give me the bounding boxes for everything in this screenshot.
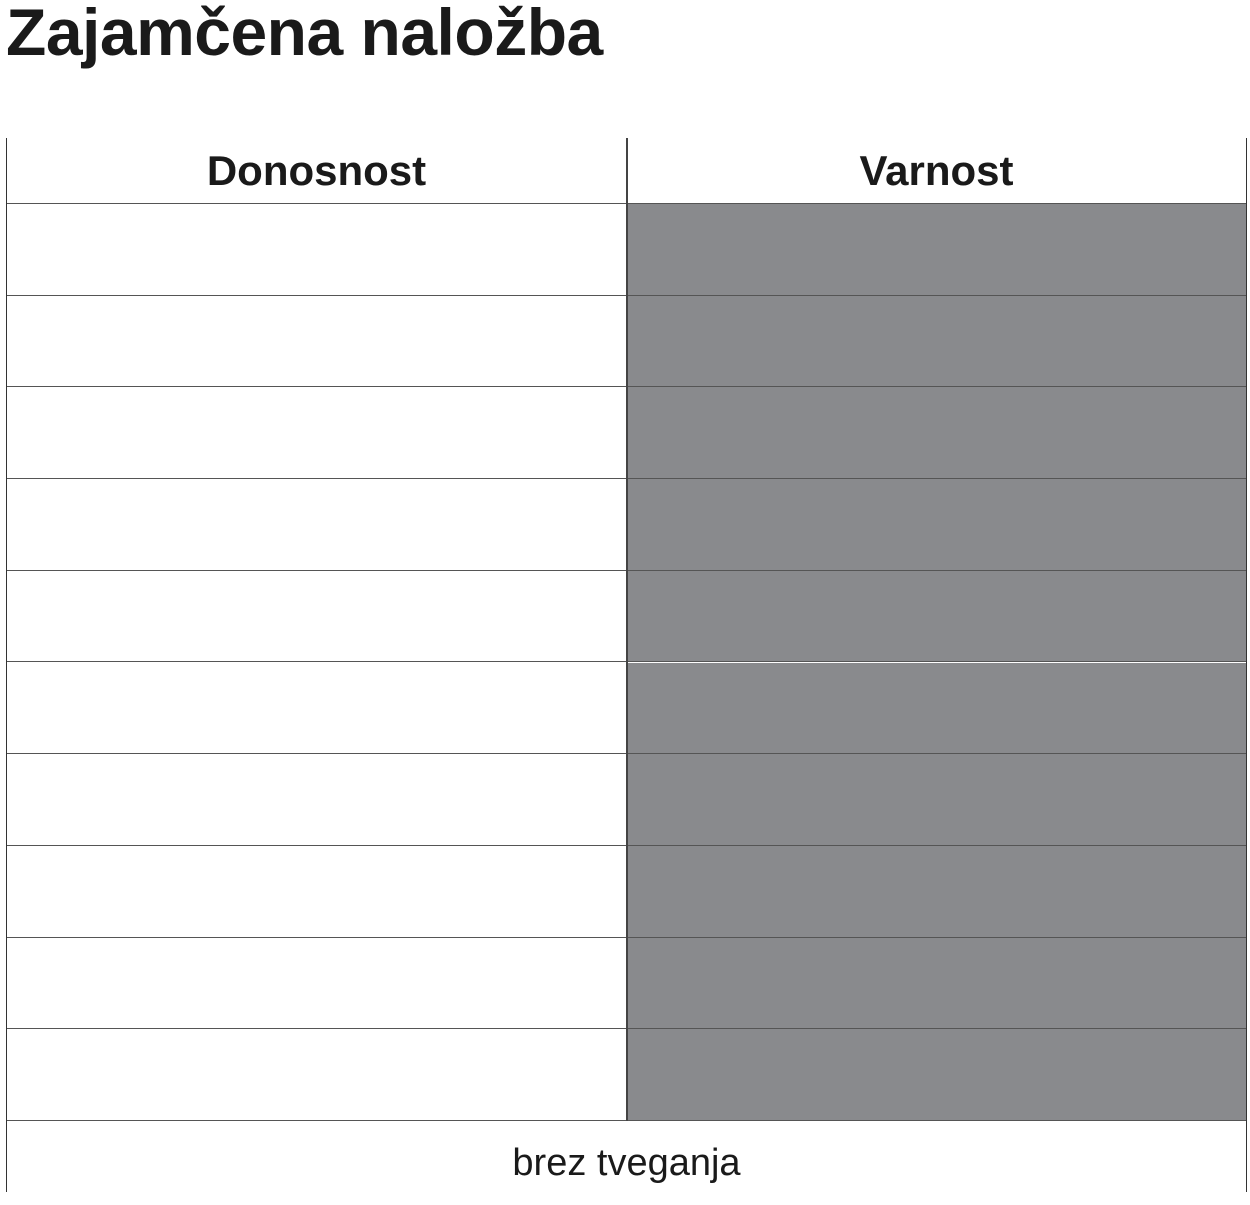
bar-cell-donosnost-8 <box>7 387 626 480</box>
column-header-donosnost: Donosnost <box>7 138 626 204</box>
bar-cell-donosnost-9 <box>7 296 626 388</box>
bar-cell-varnost-3 <box>627 845 1246 938</box>
bar-cell-donosnost-7 <box>7 479 626 571</box>
column-divider <box>626 138 628 1121</box>
bar-cell-varnost-2 <box>627 937 1246 1030</box>
bar-cell-varnost-9 <box>627 295 1246 388</box>
bar-cell-varnost-6 <box>627 570 1246 663</box>
bar-cell-varnost-5 <box>627 662 1246 755</box>
bar-cell-varnost-7 <box>627 479 1246 571</box>
bar-cell-donosnost-5 <box>7 663 626 755</box>
bar-cell-varnost-8 <box>627 387 1246 480</box>
bar-cell-donosnost-2 <box>7 938 626 1030</box>
bar-cell-donosnost-4 <box>7 754 626 846</box>
page-title: Zajamčena naložba <box>6 0 603 69</box>
chart-grid: Donosnost Varnost brez tveganja <box>6 138 1247 1192</box>
bar-cell-varnost-1 <box>627 1029 1246 1121</box>
footer-label: brez tveganja <box>512 1142 741 1184</box>
bar-cell-donosnost-10 <box>7 204 626 296</box>
bar-cell-varnost-4 <box>627 754 1246 846</box>
bar-cell-donosnost-3 <box>7 846 626 938</box>
column-header-varnost: Varnost <box>627 138 1246 204</box>
bar-cell-donosnost-1 <box>7 1029 626 1121</box>
bar-cell-donosnost-6 <box>7 571 626 663</box>
bar-cell-varnost-10 <box>627 204 1246 296</box>
